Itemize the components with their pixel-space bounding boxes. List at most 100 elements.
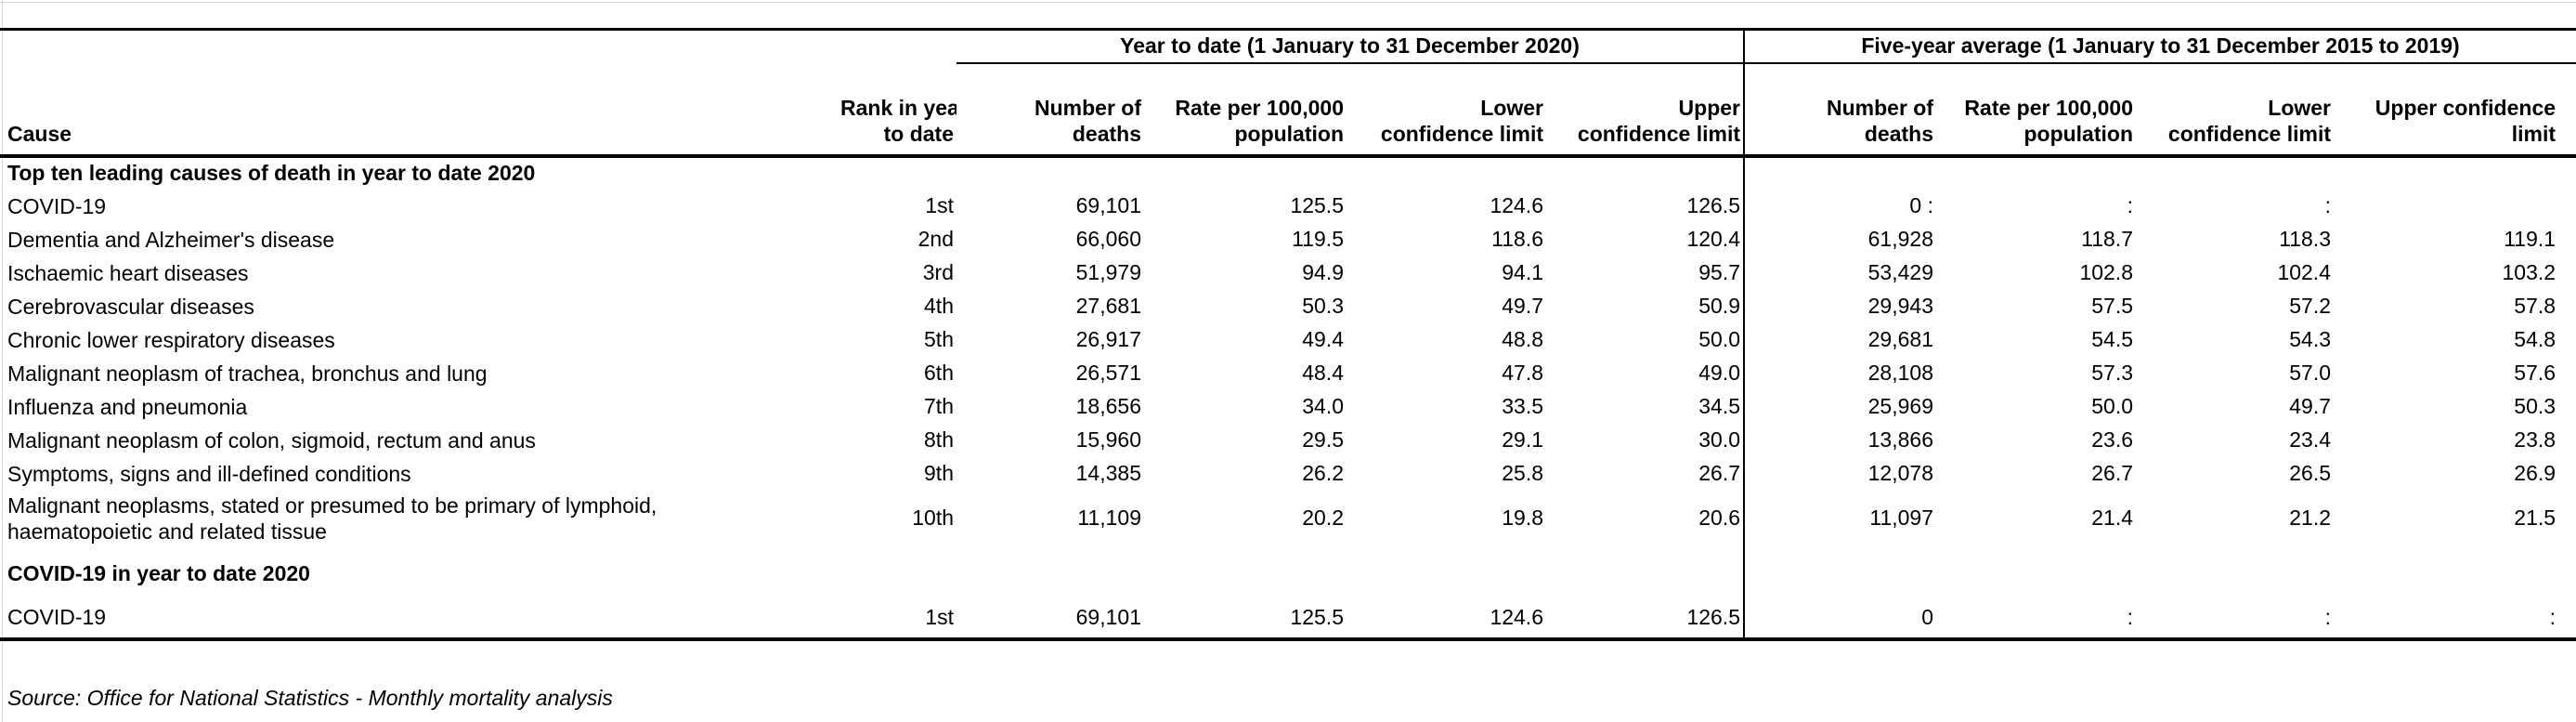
avg-rate-cell: 50.0 — [2091, 394, 2133, 418]
ytd-rate-cell: 94.9 — [1302, 260, 1344, 284]
section-header-label: COVID-19 in year to date 2020 — [7, 561, 310, 585]
avg-lower-cell: 102.4 — [2277, 260, 2331, 284]
avg-rate-cell: 57.3 — [2091, 361, 2133, 385]
ytd-rate-cell: 34.0 — [1302, 394, 1344, 418]
group-header-ytd: Year to date (1 January to 31 December 2… — [956, 29, 1744, 64]
avg-rate-cell: : — [2127, 193, 2133, 217]
table-row: Malignant neoplasm of trachea, bronchus … — [0, 356, 2576, 390]
group-header-blank — [0, 30, 956, 63]
cause-text: Ischaemic heart diseases — [7, 260, 249, 285]
ytd-lower-cell: 124.6 — [1490, 193, 1543, 217]
avg-rate-cell: 23.6 — [2091, 427, 2133, 452]
avg-upper-cell: 103.2 — [2502, 260, 2556, 284]
table-row: Chronic lower respiratory diseases 5th 2… — [0, 322, 2576, 357]
cause-cell: Symptoms, signs and ill-defined conditio… — [0, 457, 840, 491]
rank-cell: 8th — [924, 427, 954, 452]
cause-text-line2: haematopoietic and related tissue — [7, 519, 327, 544]
group-header-row: Year to date (1 January to 31 December 2… — [0, 29, 2576, 64]
header-line: Number of — [1827, 95, 1933, 120]
avg-rate-cell: : — [1936, 590, 2136, 641]
cause-text: COVID-19 — [7, 604, 107, 629]
avg-lower-cell: 57.0 — [2289, 361, 2331, 385]
table-row: Ischaemic heart diseases 3rd 51,979 94.9… — [0, 256, 2576, 290]
ytd-deaths-cell: 15,960 — [1075, 427, 1141, 452]
avg-rate-cell: 26.7 — [2091, 461, 2133, 485]
header-line: deaths — [1072, 121, 1141, 146]
ytd-upper-cell: 95.7 — [1698, 260, 1740, 284]
ytd-lower-cell: 33.5 — [1502, 394, 1543, 418]
ytd-rate-cell: 125.5 — [1144, 590, 1347, 641]
column-header-ytd-deaths: Number of deaths — [956, 62, 1144, 158]
avg-deaths-cell: 29,681 — [1743, 322, 1936, 357]
cause-text: Dementia and Alzheimer's disease — [7, 227, 335, 252]
ytd-upper-cell: 26.7 — [1698, 461, 1740, 485]
table-body: Top ten leading causes of death in year … — [0, 155, 2576, 641]
avg-lower-cell: 26.5 — [2289, 461, 2331, 485]
table-row: Dementia and Alzheimer's disease 2nd 66,… — [0, 222, 2576, 256]
mortality-table: Year to date (1 January to 31 December 2… — [0, 28, 2576, 641]
avg-lower-cell: : — [2324, 193, 2331, 217]
header-line: confidence limit — [1577, 121, 1740, 146]
avg-upper-cell: 50.3 — [2514, 394, 2556, 418]
ytd-rate-cell: 26.2 — [1302, 461, 1344, 485]
avg-lower-cell: : — [2136, 590, 2334, 641]
cause-cell: COVID-19 — [0, 590, 840, 641]
ytd-lower-cell: 94.1 — [1502, 260, 1543, 284]
ytd-rate-cell: 125.5 — [1290, 193, 1344, 217]
ytd-deaths-cell: 26,917 — [1075, 327, 1141, 351]
ytd-rate-cell: 49.4 — [1302, 327, 1344, 351]
header-line: Upper confidence — [2374, 95, 2556, 120]
rank-cell: 6th — [924, 361, 954, 385]
ytd-deaths-cell: 69,101 — [1075, 193, 1141, 217]
ytd-upper-cell: 50.9 — [1698, 294, 1740, 318]
avg-lower-cell: 57.2 — [2289, 294, 2331, 318]
avg-deaths-cell: 0 — [1743, 590, 1936, 641]
table-row: COVID-19 1st 69,101 125.5 124.6 126.5 0 … — [0, 590, 2576, 641]
avg-deaths-cell: 29,943 — [1743, 289, 1936, 323]
avg-rate-cell: 118.7 — [2081, 227, 2133, 251]
cause-text: COVID-19 — [7, 193, 107, 218]
ytd-rate-cell: 119.5 — [1292, 227, 1344, 251]
ytd-lower-cell: 49.7 — [1502, 294, 1543, 318]
avg-lower-cell: 49.7 — [2289, 394, 2331, 418]
column-header-avg-lower: Lower confidence limit — [2136, 62, 2334, 158]
ytd-deaths-cell: 27,681 — [1075, 294, 1141, 318]
section-header-spacer — [1742, 545, 2576, 591]
cause-text: Cerebrovascular diseases — [7, 294, 254, 319]
table-row: Malignant neoplasm of colon, sigmoid, re… — [0, 423, 2576, 457]
cause-text: Malignant neoplasms, stated or presumed … — [7, 492, 657, 518]
ytd-deaths-cell: 26,571 — [1075, 361, 1141, 385]
ytd-deaths-cell: 51,979 — [1075, 260, 1141, 284]
ytd-lower-cell: 47.8 — [1502, 361, 1543, 385]
cause-text: Influenza and pneumonia — [7, 394, 248, 419]
ytd-lower-cell: 118.6 — [1491, 227, 1543, 251]
rank-cell: 4th — [924, 294, 954, 318]
avg-deaths-cell: 12,078 — [1743, 456, 1936, 491]
avg-rate-cell: 102.8 — [2079, 260, 2133, 284]
avg-deaths-cell: 13,866 — [1743, 423, 1936, 457]
header-line: Number of — [1034, 95, 1141, 120]
ytd-lower-cell: 19.8 — [1502, 505, 1543, 530]
table-row: Symptoms, signs and ill-defined conditio… — [0, 456, 2576, 491]
header-line: to date — [883, 121, 954, 146]
ytd-deaths-cell: 18,656 — [1075, 394, 1141, 418]
cause-cell: Malignant neoplasm of colon, sigmoid, re… — [0, 424, 840, 457]
ytd-upper-cell: 126.5 — [1686, 193, 1740, 217]
header-line: population — [2023, 121, 2133, 146]
gridline-top — [0, 2, 2576, 3]
header-line: limit — [2511, 121, 2556, 146]
cause-cell: Malignant neoplasm of trachea, bronchus … — [0, 357, 840, 390]
column-header-ytd-lower: Lower confidence limit — [1347, 62, 1546, 158]
column-header-ytd-rate: Rate per 100,000 population — [1144, 62, 1347, 158]
table-row: Influenza and pneumonia 7th 18,656 34.0 … — [0, 389, 2576, 424]
header-line: deaths — [1864, 121, 1933, 146]
avg-upper-cell: 57.8 — [2514, 294, 2556, 318]
header-line: Rank in year — [840, 95, 956, 120]
column-header-avg-rate: Rate per 100,000 population — [1936, 62, 2136, 158]
avg-lower-cell: 23.4 — [2289, 427, 2331, 452]
header-line: Rate per 100,000 — [1964, 95, 2133, 120]
rank-cell: 3rd — [922, 260, 954, 284]
avg-upper-cell — [2334, 190, 2576, 223]
ytd-upper-cell: 34.5 — [1698, 394, 1740, 418]
